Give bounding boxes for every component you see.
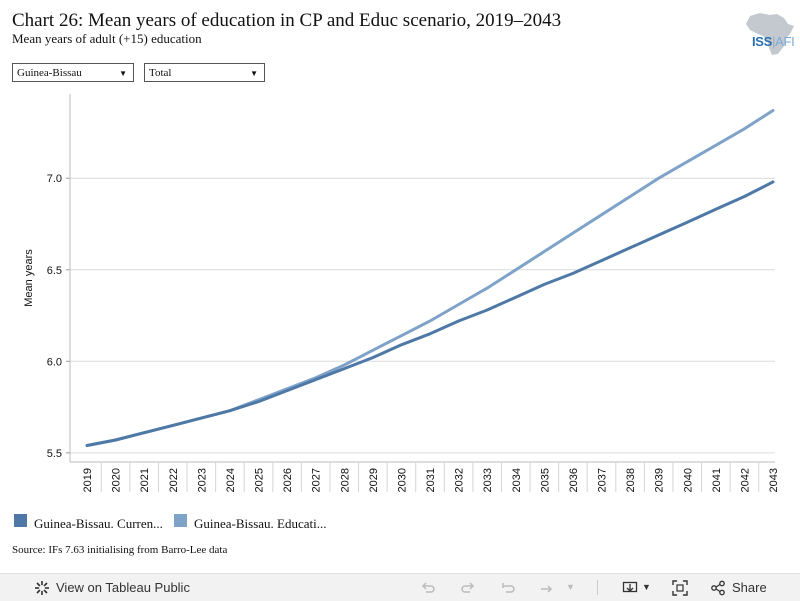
fullscreen-icon — [672, 580, 688, 596]
x-tick-label: 2032 — [454, 468, 466, 492]
redo-button[interactable] — [460, 574, 480, 601]
y-tick-label: 5.5 — [47, 448, 62, 460]
chart-lines — [85, 109, 775, 447]
country-dropdown-value: Guinea-Bissau — [17, 67, 82, 79]
undo-button[interactable] — [420, 574, 440, 601]
y-tick-label: 6.0 — [47, 356, 62, 368]
logo-suffix: AFI — [775, 34, 795, 49]
x-tick-label: 2023 — [196, 468, 208, 492]
x-tick-label: 2035 — [539, 468, 551, 492]
chart-gridlines — [70, 177, 775, 454]
africa-map-icon — [746, 13, 794, 55]
share-button[interactable]: Share — [710, 574, 780, 601]
y-tick-label: 7.0 — [47, 173, 62, 185]
revert-button[interactable] — [500, 574, 520, 601]
view-on-tableau-button[interactable]: View on Tableau Public — [34, 574, 194, 601]
source-note: Source: IFs 7.63 initialising from Barro… — [12, 544, 228, 556]
view-on-tableau-label: View on Tableau Public — [56, 580, 190, 595]
dropdown-arrow-icon: ▼ — [250, 69, 258, 78]
logo-text: ISS — [752, 34, 773, 49]
measure-dropdown[interactable]: Total ▼ — [144, 63, 265, 82]
x-tick-label: 2043 — [768, 468, 780, 492]
country-dropdown[interactable]: Guinea-Bissau ▼ — [12, 63, 134, 82]
y-axis-label: Mean years — [23, 249, 35, 307]
fullscreen-button[interactable] — [672, 574, 692, 601]
x-tick-label: 2028 — [339, 468, 351, 492]
x-tick-label: 2019 — [82, 468, 94, 492]
tableau-toolbar: View on Tableau Public ▼ ▼ — [0, 573, 800, 601]
legend-label: Guinea-Bissau. Curren... — [34, 516, 163, 531]
x-tick-label: 2040 — [682, 468, 694, 492]
download-icon — [622, 581, 638, 593]
x-tick-label: 2030 — [396, 468, 408, 492]
y-axis: 5.5 6.0 6.5 7.0 — [47, 94, 71, 462]
x-tick-label: 2039 — [654, 468, 666, 492]
line-chart: 5.5 6.0 6.5 7.0 2019 2020 2021 2022 2023 2024 202… — [23, 94, 780, 492]
x-tick-label: 2022 — [168, 468, 180, 492]
refresh-button[interactable]: ▼ — [538, 574, 578, 601]
x-tick-label: 2029 — [368, 468, 380, 492]
x-tick-label: 2041 — [711, 468, 723, 492]
legend-swatch — [174, 514, 187, 527]
redo-icon — [461, 582, 475, 593]
x-tick-label: 2031 — [425, 468, 437, 492]
share-label: Share — [732, 580, 767, 595]
x-tick-label: 2026 — [282, 468, 294, 492]
legend-swatch — [14, 514, 27, 527]
toolbar-divider — [597, 580, 598, 595]
refresh-icon — [541, 585, 553, 593]
x-tick-label: 2020 — [111, 468, 123, 492]
series-line-current-path[interactable] — [85, 180, 775, 447]
x-tick-label: 2025 — [254, 468, 266, 492]
series-line-education-scenario[interactable] — [85, 109, 775, 447]
x-tick-label: 2037 — [597, 468, 609, 492]
x-axis: 2019 2020 2021 2022 2023 2024 2025 2026 2027 2028… — [70, 461, 780, 492]
x-tick-label: 2042 — [739, 468, 751, 492]
revert-icon — [502, 583, 515, 593]
undo-icon — [421, 582, 435, 593]
x-tick-label: 2038 — [625, 468, 637, 492]
measure-dropdown-value: Total — [149, 67, 172, 79]
x-tick-label: 2027 — [311, 468, 323, 492]
chart-subtitle: Mean years of adult (+15) education — [12, 31, 202, 46]
x-tick-label: 2033 — [482, 468, 494, 492]
x-tick-label: 2024 — [225, 468, 237, 492]
chart-title: Chart 26: Mean years of education in CP … — [12, 10, 562, 31]
y-tick-label: 6.5 — [47, 265, 62, 277]
x-tick-label: 2034 — [511, 468, 523, 492]
refresh-dropdown-arrow-icon: ▼ — [566, 582, 575, 592]
iss-africa-logo: ISS|AFI — [736, 12, 800, 56]
x-tick-label: 2036 — [568, 468, 580, 492]
tableau-logo-icon — [35, 581, 49, 595]
dropdown-arrow-icon: ▼ — [119, 69, 127, 78]
share-icon — [711, 580, 725, 596]
x-tick-label: 2021 — [139, 468, 151, 492]
legend-label: Guinea-Bissau. Educati... — [194, 516, 327, 531]
download-button[interactable]: ▼ — [622, 574, 652, 601]
download-dropdown-arrow-icon: ▼ — [642, 582, 651, 592]
